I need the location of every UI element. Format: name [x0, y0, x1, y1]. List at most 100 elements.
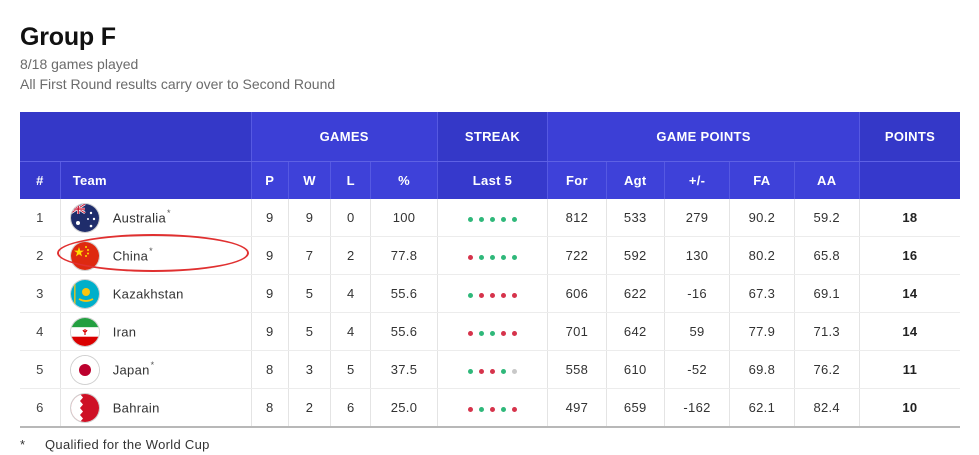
points-cell: 18 [859, 199, 960, 237]
team-cell[interactable]: Iran [60, 312, 252, 351]
last5-streak [467, 293, 517, 298]
team-name[interactable]: Japan [112, 362, 150, 377]
played-cell: 9 [251, 199, 289, 237]
percent-cell: 55.6 [370, 274, 438, 313]
points-cell: 14 [859, 274, 960, 313]
loss-dot [511, 407, 517, 412]
col-header-aa[interactable]: AA [794, 161, 860, 199]
col-header-team[interactable]: Team [60, 161, 252, 199]
last5-streak [467, 217, 517, 222]
team-cell[interactable]: Australia* [60, 199, 252, 237]
col-header-against[interactable]: Agt [606, 161, 665, 199]
points-for-cell: 497 [547, 388, 607, 428]
col-header-for[interactable]: For [547, 161, 607, 199]
rank-cell: 3 [20, 274, 61, 313]
points-cell: 16 [859, 236, 960, 275]
rank-cell: 4 [20, 312, 61, 351]
footnote-symbol: * [20, 437, 26, 452]
win-dot [478, 217, 484, 222]
standings-table: GAMES STREAK GAME POINTS POINTS # Team P… [20, 112, 960, 428]
aa-cell: 59.2 [794, 199, 860, 237]
aa-cell: 82.4 [794, 388, 860, 428]
aa-cell: 76.2 [794, 350, 860, 389]
page-header: Group F 8/18 games played All First Roun… [20, 22, 335, 94]
won-cell: 5 [288, 274, 332, 313]
played-cell: 9 [251, 274, 289, 313]
col-header-won[interactable]: W [288, 161, 332, 199]
team-cell[interactable]: China* [60, 236, 252, 275]
won-cell: 7 [288, 236, 332, 275]
team-cell[interactable]: Bahrain [60, 388, 252, 428]
played-cell: 9 [251, 312, 289, 351]
fa-cell: 90.2 [729, 199, 795, 237]
last5-streak [467, 369, 517, 374]
win-dot [467, 369, 473, 374]
col-header-plus-minus[interactable]: +/- [664, 161, 731, 199]
fa-cell: 69.8 [729, 350, 795, 389]
win-dot [489, 331, 495, 336]
table-row[interactable]: 6 Bahrain 8 2 6 25.0 497 659 -162 62.1 82.4 10 [20, 388, 960, 428]
points-for-cell: 722 [547, 236, 607, 275]
rank-cell: 2 [20, 236, 61, 275]
win-dot [478, 331, 484, 336]
fa-cell: 67.3 [729, 274, 795, 313]
team-name[interactable]: Kazakhstan [112, 286, 184, 301]
col-header-percent[interactable]: % [370, 161, 438, 199]
table-row[interactable]: 1 Australia* 9 9 0 100 812 533 279 90.2 59.2 18 [20, 199, 960, 237]
col-header-rank[interactable]: # [20, 161, 61, 199]
points-cell: 11 [859, 350, 960, 389]
team-name[interactable]: Iran [112, 324, 137, 339]
team-cell[interactable]: Japan* [60, 350, 252, 389]
table-row[interactable]: 5 Japan* 8 3 5 37.5 558 610 -52 69.8 76.2 11 [20, 350, 960, 389]
lost-cell: 0 [330, 199, 372, 237]
win-dot [500, 369, 506, 374]
points-against-cell: 659 [606, 388, 665, 428]
games-played-text: 8/18 games played [20, 56, 139, 72]
col-header-played[interactable]: P [251, 161, 289, 199]
table-row[interactable]: 2 China* 9 7 2 77.8 722 592 130 80.2 65.8 16 [20, 236, 960, 275]
streak-cell [437, 236, 549, 275]
footnote-text: Qualified for the World Cup [45, 437, 210, 452]
won-cell: 2 [288, 388, 332, 428]
last5-streak [467, 331, 517, 336]
lost-cell: 4 [330, 312, 372, 351]
points-cell: 10 [859, 388, 960, 428]
standings-body: 1 Australia* 9 9 0 100 812 533 279 90.2 59.2 18 2 Chi… [20, 199, 960, 428]
aa-cell: 65.8 [794, 236, 860, 275]
team-name[interactable]: China [112, 248, 149, 263]
lost-cell: 2 [330, 236, 372, 275]
points-against-cell: 592 [606, 236, 665, 275]
loss-dot [467, 407, 473, 412]
col-header-last5[interactable]: Last 5 [437, 161, 549, 199]
plus-minus-cell: 130 [664, 236, 731, 275]
plus-minus-cell: 59 [664, 312, 731, 351]
streak-cell [437, 388, 549, 428]
loss-dot [489, 369, 495, 374]
table-row[interactable]: 4 Iran 9 5 4 55.6 701 642 59 77.9 71.3 14 [20, 312, 960, 351]
loss-dot [511, 293, 517, 298]
loss-dot [500, 331, 506, 336]
team-name[interactable]: Bahrain [112, 400, 160, 415]
carry-over-note: All First Round results carry over to Se… [20, 76, 336, 92]
team-name[interactable]: Australia [112, 210, 166, 225]
win-dot [511, 217, 517, 222]
table-row[interactable]: 3 Kazakhstan 9 5 4 55.6 606 622 -16 67.3 69.1 14 [20, 274, 960, 313]
loss-dot [489, 293, 495, 298]
col-header-lost[interactable]: L [330, 161, 372, 199]
page-title: Group F [20, 23, 116, 51]
japan-flag-icon [70, 355, 99, 384]
points-against-cell: 642 [606, 312, 665, 351]
col-header-fa[interactable]: FA [729, 161, 795, 199]
percent-cell: 25.0 [370, 388, 438, 428]
loss-dot [467, 331, 473, 336]
blank-group-header [20, 112, 252, 162]
points-for-cell: 606 [547, 274, 607, 313]
points-against-cell: 533 [606, 199, 665, 237]
win-dot [467, 217, 473, 222]
win-dot [489, 255, 495, 260]
aa-cell: 69.1 [794, 274, 860, 313]
lost-cell: 4 [330, 274, 372, 313]
percent-cell: 55.6 [370, 312, 438, 351]
china-flag-icon [70, 241, 99, 270]
team-cell[interactable]: Kazakhstan [60, 274, 252, 313]
